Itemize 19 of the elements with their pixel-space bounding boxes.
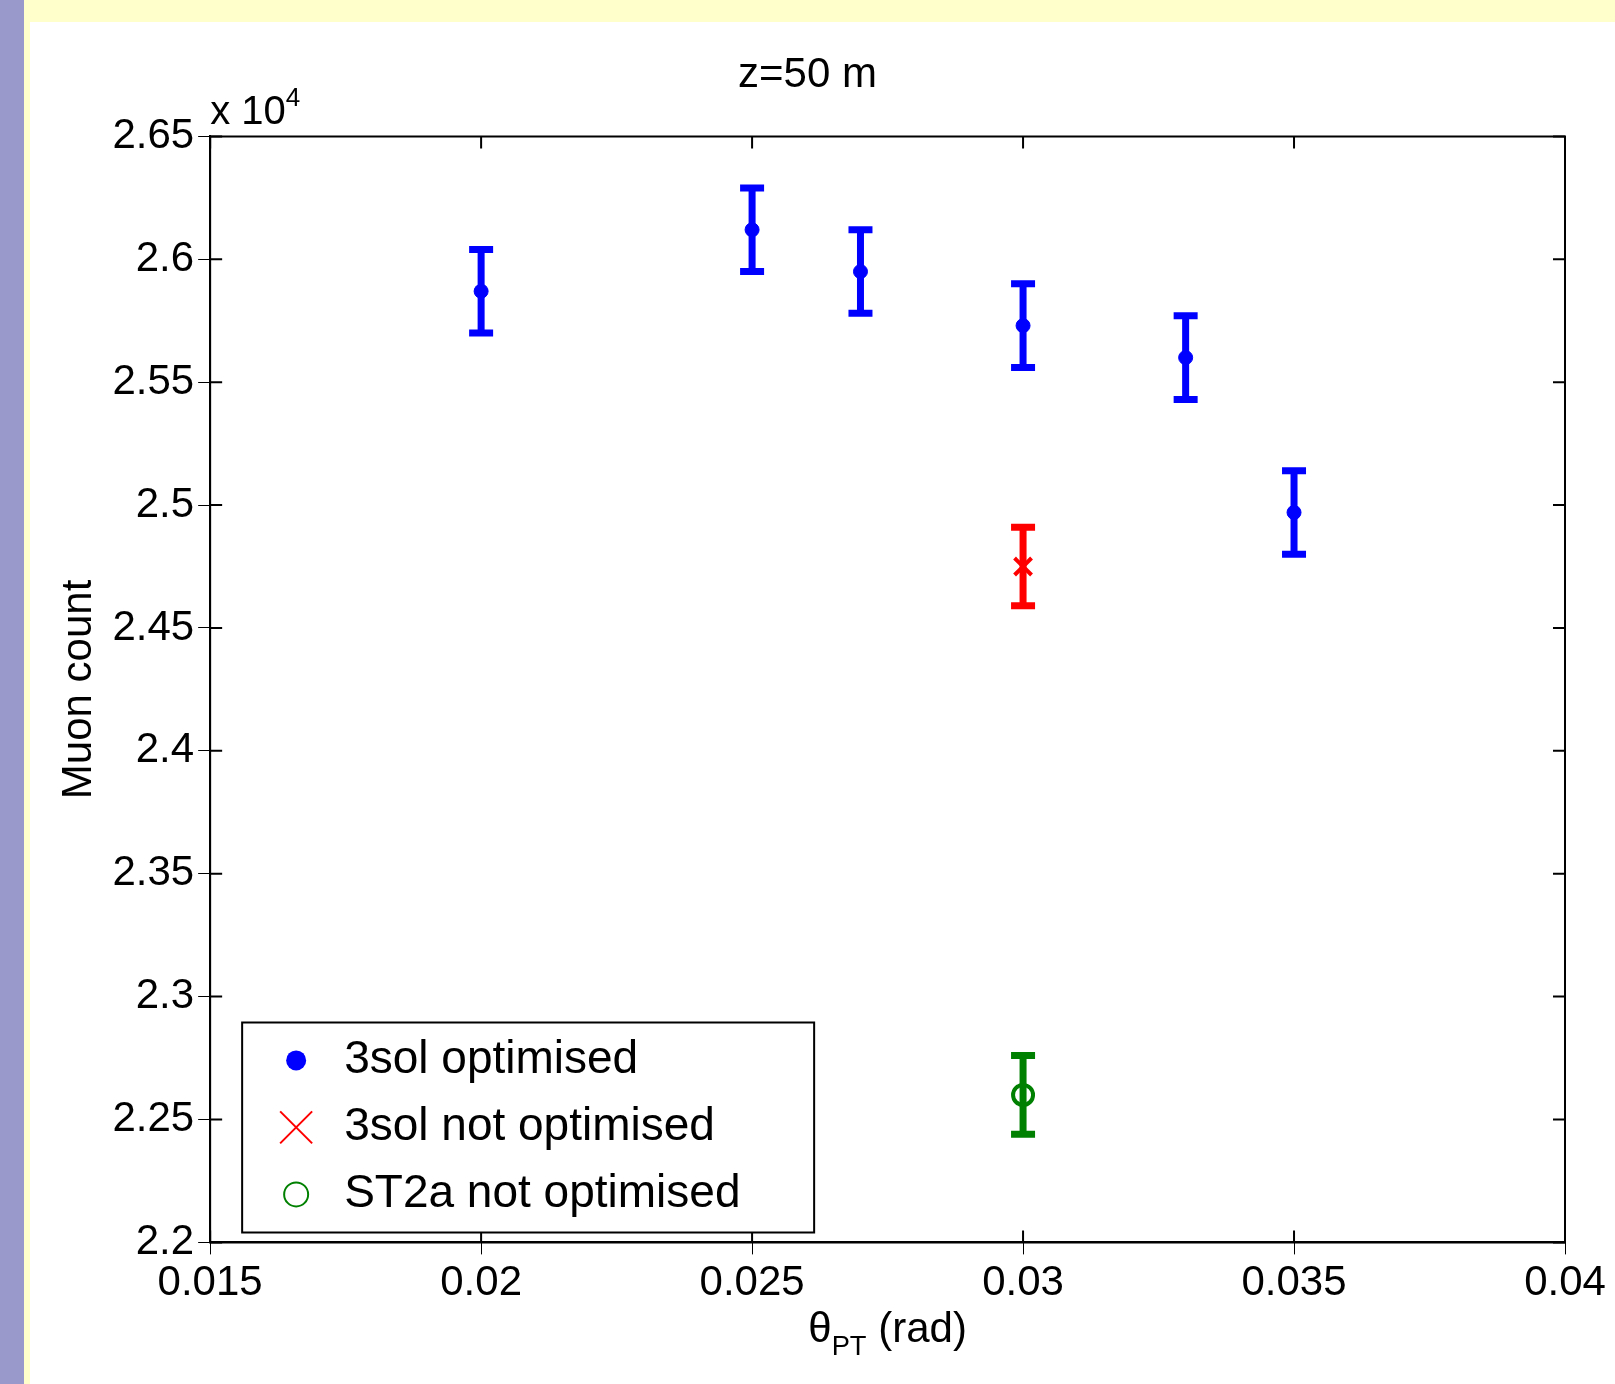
y-tick-label: 2.65 — [112, 109, 195, 157]
y-tick-label: 2.55 — [112, 355, 195, 403]
y-tick-label: 2.35 — [112, 847, 195, 895]
legend-label: ST2a not optimised — [344, 1165, 741, 1218]
y-tick-label: 2.45 — [112, 601, 195, 649]
y-tick-label: 2.3 — [135, 970, 195, 1018]
x-tick-label: 0.03 — [982, 1257, 1064, 1305]
y-tick-label: 2.6 — [135, 232, 195, 280]
legend-label: 3sol not optimised — [344, 1098, 715, 1151]
x-tick-label: 0.025 — [699, 1257, 805, 1305]
legend-label: 3sol optimised — [344, 1031, 639, 1084]
x-tick-label: 0.04 — [1524, 1257, 1606, 1305]
chart-title: z=50 m — [738, 48, 877, 96]
y-axis-title: Muon count — [52, 579, 100, 800]
x-tick-label: 0.02 — [440, 1257, 522, 1305]
y-tick-label: 2.25 — [112, 1093, 195, 1141]
y-tick-label: 2.5 — [135, 478, 195, 526]
x-tick-label: 0.035 — [1241, 1257, 1347, 1305]
y-tick-label: 2.4 — [135, 724, 195, 772]
